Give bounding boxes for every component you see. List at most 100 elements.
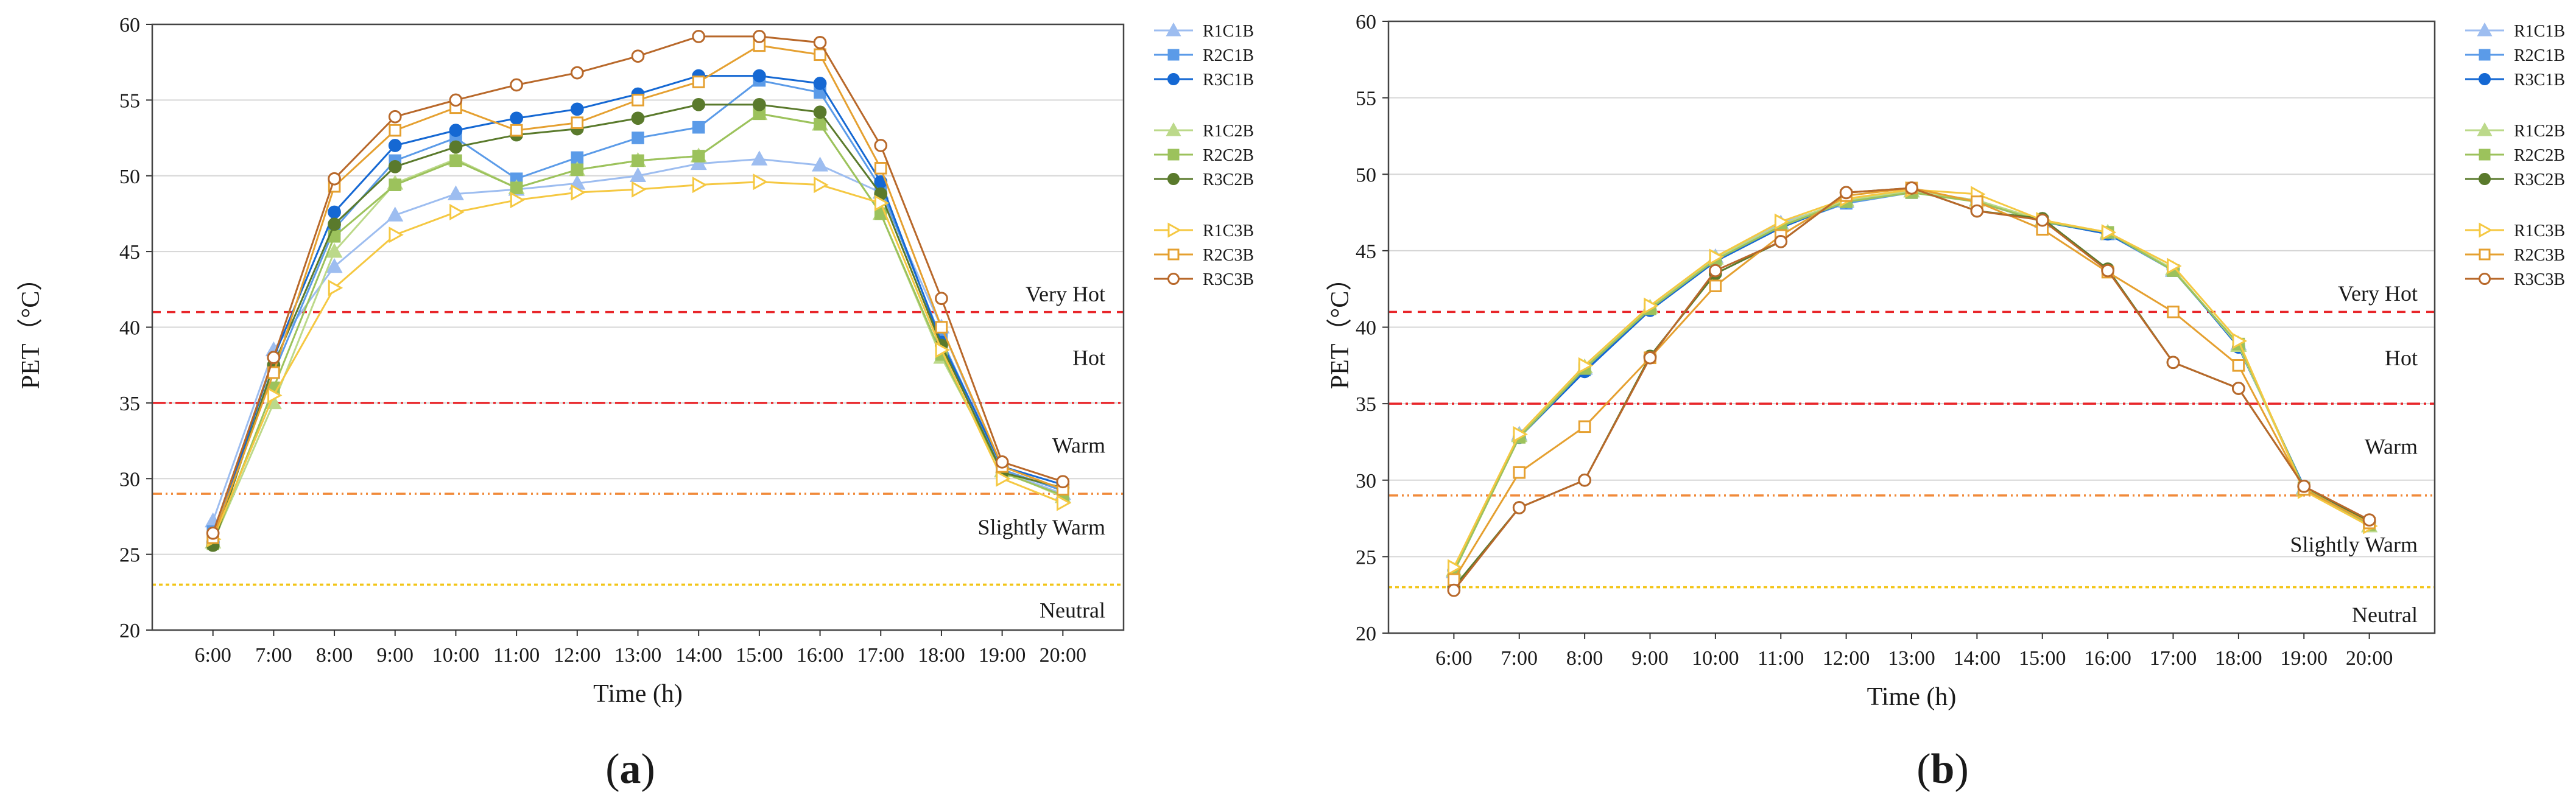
series-line-R1C2B <box>1453 190 2370 571</box>
y-tick-label: 20 <box>1356 623 1376 645</box>
x-tick-label: 14:00 <box>675 644 722 667</box>
y-tick-label: 40 <box>119 317 140 340</box>
panel-label: (b) <box>1916 746 1969 793</box>
legend-marker-R1C1B <box>1166 22 1181 37</box>
y-tick-label: 30 <box>1356 470 1376 492</box>
data-point <box>632 131 644 144</box>
zone-label-neutral: Neutral <box>1040 598 1105 623</box>
data-point <box>571 116 584 129</box>
y-tick-label: 25 <box>1356 546 1376 569</box>
data-point <box>510 181 523 194</box>
data-point <box>326 243 343 258</box>
data-point <box>2232 382 2245 395</box>
legend-label-R3C2B: R3C2B <box>2514 170 2565 189</box>
series-R3C3B <box>1447 181 2376 597</box>
data-point <box>449 140 463 154</box>
legend-label-R1C2B: R1C2B <box>1203 122 1254 141</box>
panel-label-letter: a <box>620 746 641 793</box>
data-point <box>935 321 948 334</box>
data-point <box>449 154 462 167</box>
series-line-R2C2B <box>1453 191 2370 573</box>
chart-panel-a: 20 25 30 35 40 45 50 55 60 Very Hot Hot Warm Slightl… <box>17 14 1254 793</box>
data-point <box>814 48 826 61</box>
series-line-R2C1B <box>212 79 1063 532</box>
x-tick-label: 17:00 <box>857 644 904 667</box>
x-tick-label: 11:00 <box>1758 647 1804 670</box>
data-point <box>1448 559 1463 576</box>
legend-label-R2C1B: R2C1B <box>2514 46 2565 65</box>
data-point <box>692 97 706 111</box>
data-point <box>995 455 1009 469</box>
data-point <box>1774 234 1788 248</box>
legend-marker-R3C2B <box>2479 173 2491 185</box>
data-point <box>1578 473 1591 487</box>
panel-label-open-paren: ( <box>1916 746 1930 793</box>
series-R1C3B <box>206 173 1072 548</box>
zone-label-warm: Warm <box>2365 434 2418 458</box>
data-point <box>326 258 343 273</box>
series-line-R2C3B <box>1453 187 2370 580</box>
y-tick-label: 25 <box>119 544 140 567</box>
zone-label-slightly-warm: Slightly Warm <box>978 515 1105 539</box>
x-tick-label: 14:00 <box>1954 647 2001 670</box>
x-tick-label: 15:00 <box>736 644 783 667</box>
data-point <box>692 75 705 88</box>
x-tick-label: 13:00 <box>1888 647 1935 670</box>
y-tick-label: 45 <box>119 241 140 264</box>
legend-marker-R2C3B <box>2479 248 2491 261</box>
x-tick-label: 9:00 <box>377 644 413 667</box>
x-tick-label: 18:00 <box>918 644 965 667</box>
data-point <box>2167 306 2180 318</box>
data-point <box>449 93 463 107</box>
series-line-R1C3B <box>1453 188 2370 568</box>
data-point <box>1709 264 1722 278</box>
chart-panel-b: 20 25 30 35 40 45 50 55 60 Very Hot Hot Warm Slightl… <box>1326 11 2565 793</box>
series-R1C1B <box>1445 182 2378 578</box>
data-point <box>449 124 463 137</box>
data-point <box>631 111 645 125</box>
legend: R1C1B R2C1B R3C1B R1C2B R2C2B R3C2B R1C3B R2C3B… <box>1154 22 1254 289</box>
legend-marker-R1C2B <box>2477 122 2493 136</box>
x-tick-label: 10:00 <box>1692 647 1739 670</box>
data-point <box>328 172 341 186</box>
series-R2C1B <box>1448 186 2376 578</box>
data-point <box>2232 332 2247 349</box>
data-point <box>753 69 766 83</box>
x-tick-label: 19:00 <box>979 644 1026 667</box>
x-tick-label: 7:00 <box>255 644 292 667</box>
data-point <box>267 387 283 404</box>
legend-label-R3C2B: R3C2B <box>1203 170 1254 189</box>
data-point <box>629 167 647 183</box>
data-point <box>2101 264 2114 278</box>
legend-marker-R2C1B <box>2479 49 2491 61</box>
x-tick-label: 8:00 <box>316 644 353 667</box>
x-tick-label: 20:00 <box>2346 647 2393 670</box>
legend-label-R3C3B: R3C3B <box>2514 270 2565 289</box>
data-point <box>751 150 768 166</box>
data-point <box>2297 479 2311 493</box>
legend-label-R2C1B: R2C1B <box>1203 46 1254 65</box>
y-tick-label: 60 <box>1356 11 1376 33</box>
series-R3C1B <box>1447 184 2376 577</box>
zone-label-very-hot: Very Hot <box>1026 282 1105 306</box>
panel-label: (a) <box>605 746 655 793</box>
legend-marker-R3C2B <box>1167 173 1180 185</box>
y-axis-title: PET（°C） <box>17 265 45 389</box>
legend-marker-R2C1B <box>1167 49 1180 61</box>
legend-label-R2C2B: R2C2B <box>1203 146 1254 165</box>
data-point <box>632 154 644 167</box>
data-point <box>328 217 341 231</box>
legend-label-R2C3B: R2C3B <box>1203 246 1254 265</box>
zone-label-warm: Warm <box>1052 433 1105 458</box>
data-point <box>1709 248 1724 265</box>
zone-label-slightly-warm: Slightly Warm <box>2290 532 2418 556</box>
panel-label-open-paren: ( <box>605 746 619 793</box>
data-point <box>1709 279 1722 292</box>
panel-label-close-paren: ) <box>641 746 655 793</box>
data-point <box>813 105 827 119</box>
data-point <box>1447 583 1461 597</box>
series-line-R3C3B <box>212 35 1063 534</box>
data-point <box>812 156 829 172</box>
data-point <box>571 184 586 201</box>
data-point <box>1513 466 1526 479</box>
